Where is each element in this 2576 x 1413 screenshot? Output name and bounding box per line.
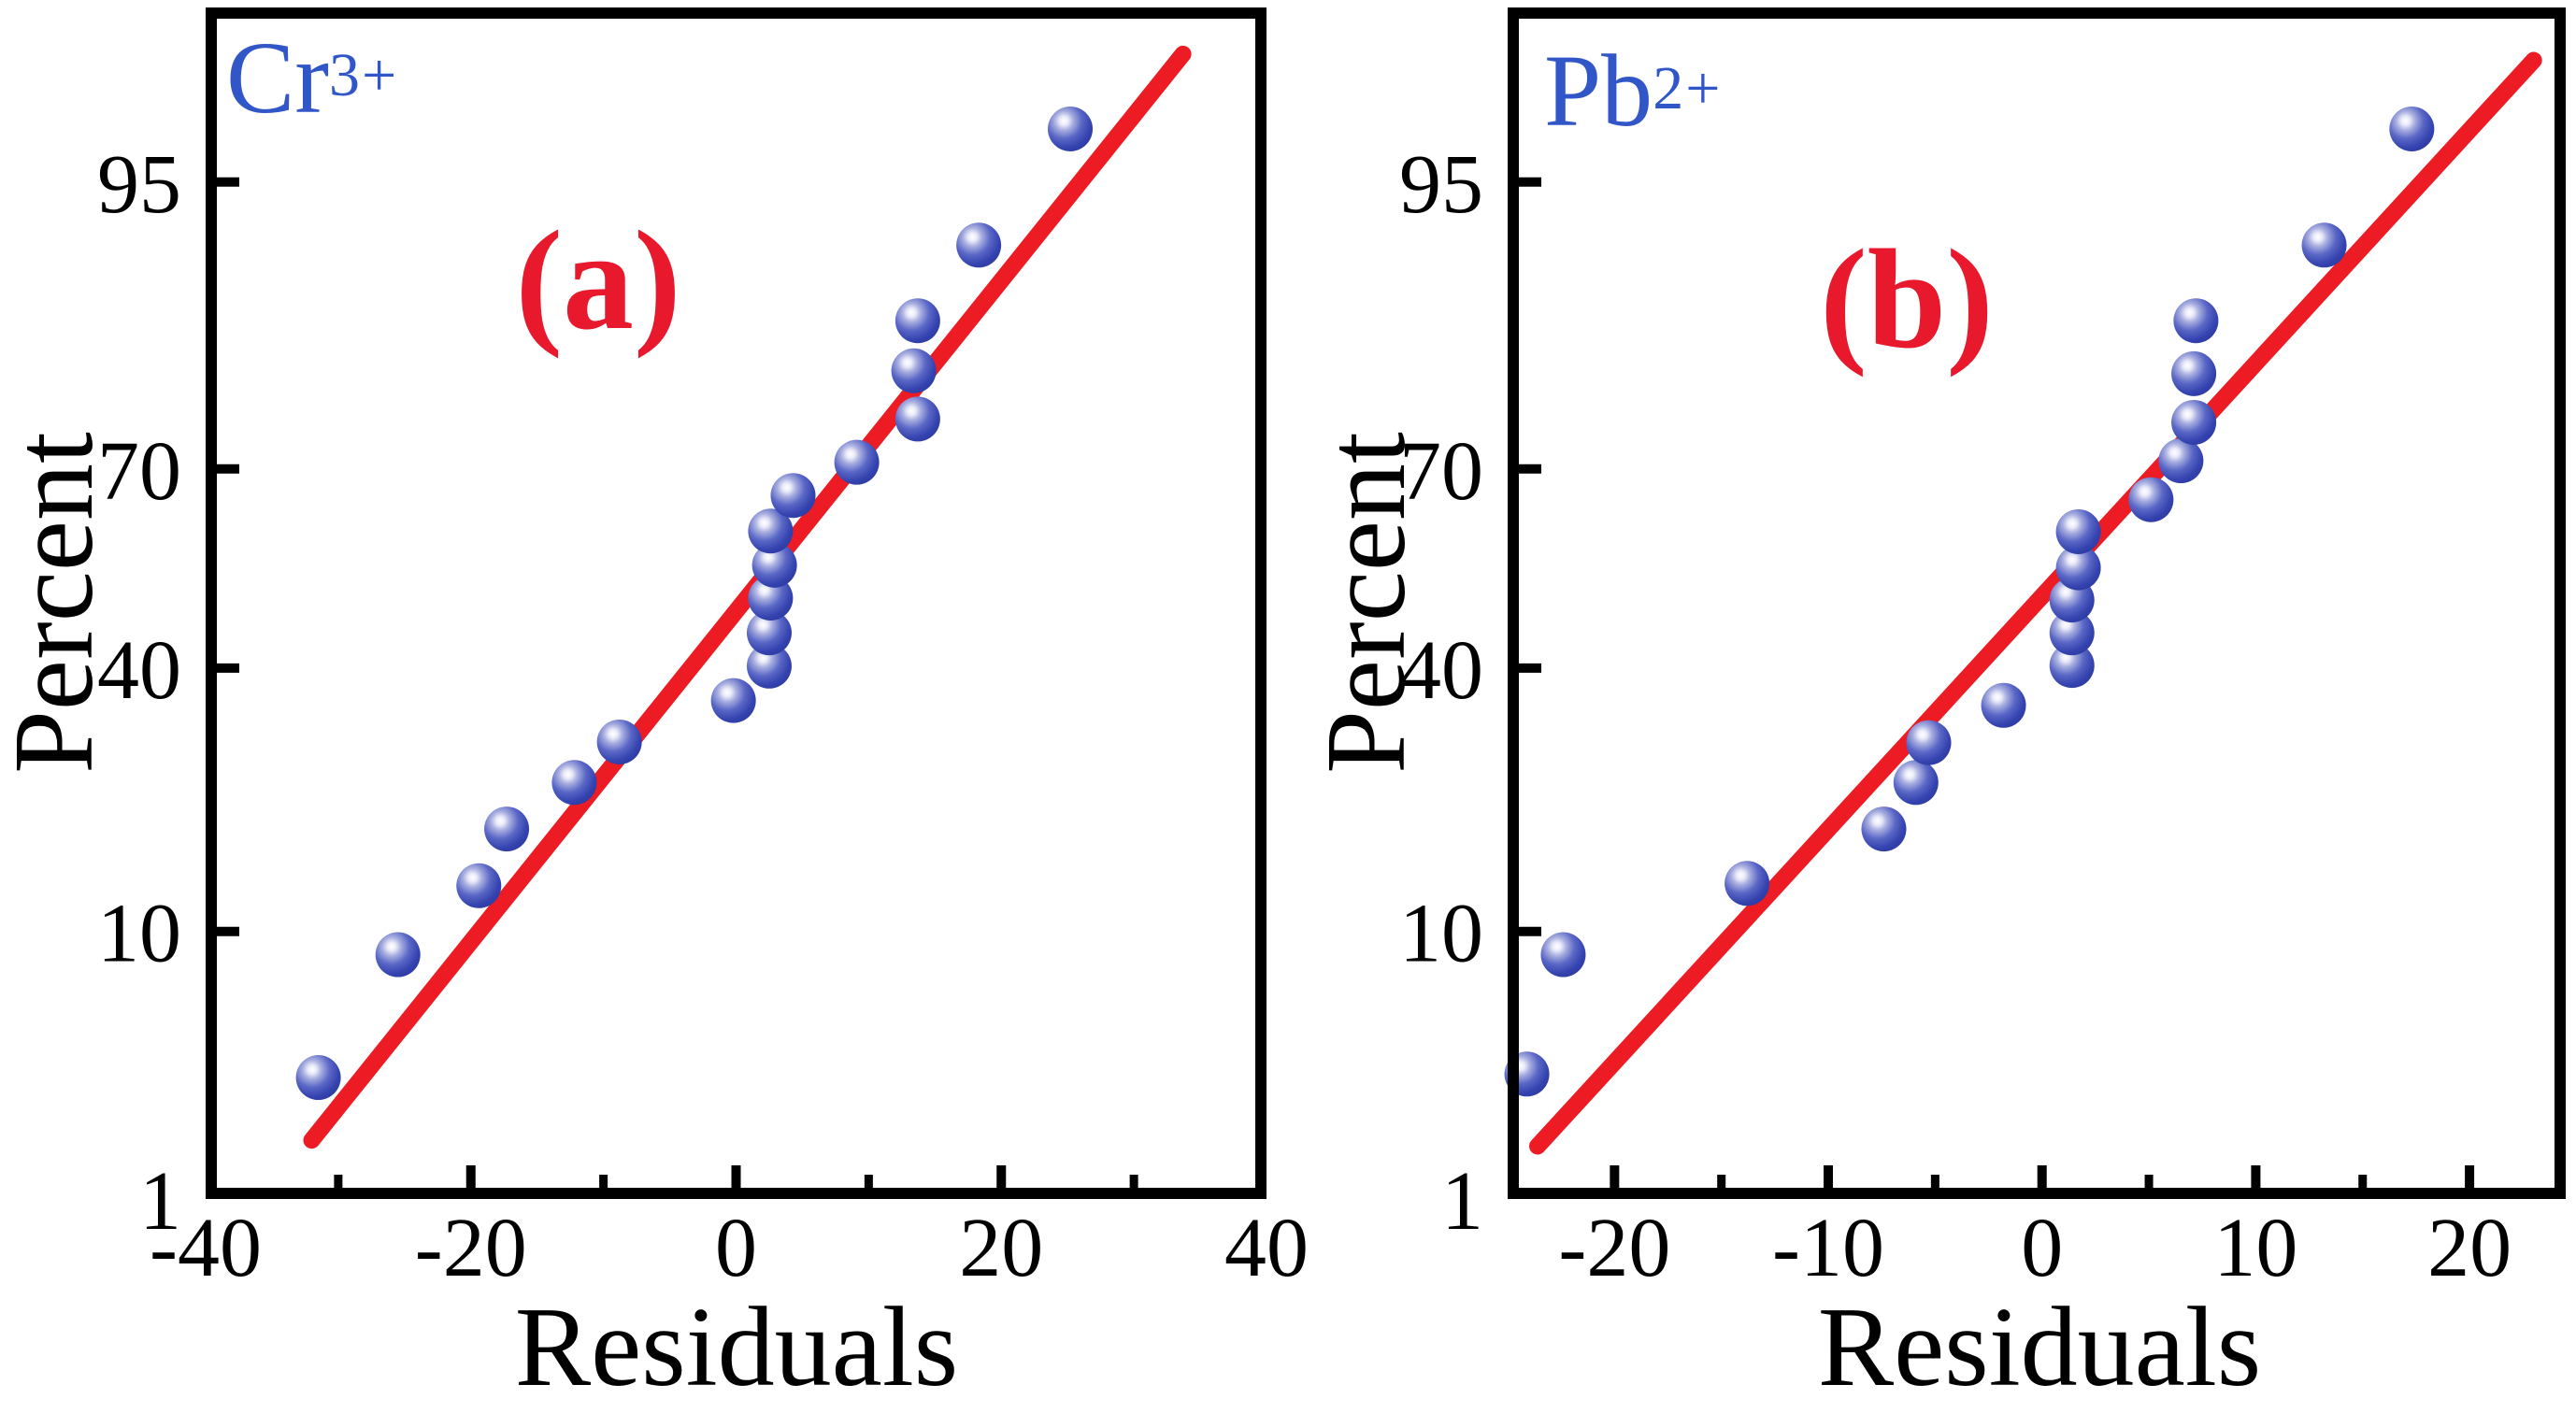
x-tick-label: -20 — [415, 1202, 527, 1294]
ion-label-pb2plus: Pb2+ — [1544, 39, 1722, 142]
y-tick-label: 1 — [139, 1155, 181, 1248]
data-point — [894, 396, 940, 442]
data-point — [2173, 298, 2219, 344]
data-point — [1861, 806, 1907, 852]
x-tick-label: 20 — [2427, 1202, 2512, 1294]
data-point — [834, 439, 880, 485]
x-axis-title-residuals-b: Residuals — [1817, 1284, 2262, 1410]
x-tick-label: 40 — [1224, 1202, 1309, 1294]
x-tick-label: -20 — [1558, 1202, 1670, 1294]
x-tick-label: -40 — [150, 1202, 262, 1294]
x-tick-label: 20 — [959, 1202, 1043, 1294]
fit-line — [1529, 51, 2542, 1155]
data-point — [596, 719, 642, 764]
data-point — [894, 298, 940, 344]
data-point — [2301, 222, 2347, 268]
panel-letter-a: (a) — [515, 202, 681, 359]
data-point — [2049, 610, 2095, 656]
data-point — [484, 806, 530, 852]
data-point — [456, 863, 502, 908]
panel-letter-b: (b) — [1820, 221, 1994, 378]
plot-border — [1508, 7, 2566, 1199]
data-point — [2158, 438, 2204, 484]
data-point — [891, 348, 937, 393]
ion-symbol: Pb — [1544, 34, 1653, 148]
data-point — [2389, 106, 2435, 151]
y-tick-label: 95 — [97, 138, 181, 231]
data-point — [751, 542, 797, 588]
data-point — [375, 932, 421, 978]
data-point — [1724, 861, 1770, 906]
y-tick-label: 95 — [1399, 138, 1483, 231]
data-point — [1981, 682, 2026, 728]
plot-border — [206, 7, 1267, 1199]
data-point — [2055, 545, 2101, 591]
data-point — [748, 508, 794, 554]
y-tick-label: 40 — [97, 624, 181, 717]
probability-plot-a: -40 -20 0 20 40 1 10 40 70 95 — [97, 7, 1309, 1294]
data-point — [1540, 932, 1586, 978]
data-point — [710, 678, 756, 723]
data-point — [2171, 399, 2217, 445]
data-point — [551, 760, 597, 806]
ion-label-cr3plus: Cr3+ — [226, 26, 398, 129]
x-tick-label: 0 — [2021, 1202, 2063, 1294]
data-point — [1048, 106, 1094, 151]
x-axis-title-residuals-a: Residuals — [514, 1284, 959, 1410]
data-point — [2049, 643, 2095, 689]
fit-line — [303, 45, 1192, 1149]
data-point — [295, 1055, 341, 1101]
ion-charge-superscript: 3+ — [329, 41, 399, 109]
x-tick-label: -10 — [1772, 1202, 1884, 1294]
y-tick-label: 10 — [97, 888, 181, 980]
y-tick-label: 40 — [1399, 624, 1483, 717]
data-point — [2128, 477, 2174, 522]
data-point — [770, 473, 816, 519]
ion-symbol: Cr — [226, 21, 329, 135]
data-point — [746, 610, 792, 656]
y-tick-label: 70 — [97, 425, 181, 518]
data-point — [1906, 720, 1952, 765]
y-tick-label: 70 — [1399, 425, 1483, 518]
data-point — [748, 576, 794, 621]
x-tick-label: 0 — [715, 1202, 757, 1294]
data-point — [746, 643, 792, 689]
y-tick-label: 10 — [1399, 888, 1483, 980]
ion-charge-superscript: 2+ — [1653, 54, 1723, 122]
x-tick-label: 10 — [2213, 1202, 2297, 1294]
data-point — [956, 222, 1002, 268]
data-point — [2171, 350, 2217, 396]
probability-plot-b: -20 -10 0 10 20 1 10 40 70 95 — [1399, 7, 2566, 1294]
data-point — [1893, 760, 1939, 806]
data-point — [2055, 508, 2101, 554]
y-tick-label: 1 — [1441, 1155, 1483, 1248]
